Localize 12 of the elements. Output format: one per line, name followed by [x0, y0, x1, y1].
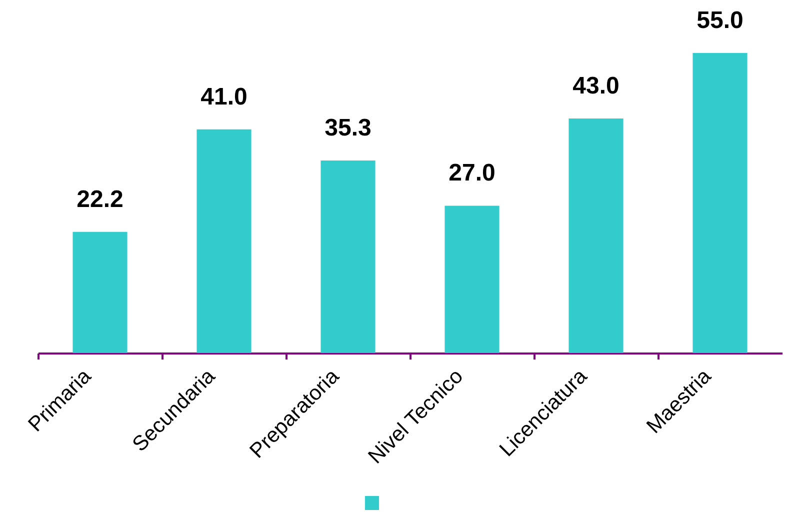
- bar: [568, 118, 624, 353]
- data-label: 41.0: [200, 83, 248, 110]
- bar: [320, 160, 376, 353]
- data-label: 35.3: [324, 114, 372, 142]
- data-label: 22.2: [76, 186, 124, 213]
- bar: [196, 129, 252, 353]
- bar: [692, 53, 748, 353]
- data-label: 55.0: [696, 7, 744, 34]
- bar: [444, 206, 500, 353]
- bar: [72, 232, 128, 353]
- data-label: 27.0: [448, 160, 496, 187]
- data-label: 43.0: [572, 72, 620, 100]
